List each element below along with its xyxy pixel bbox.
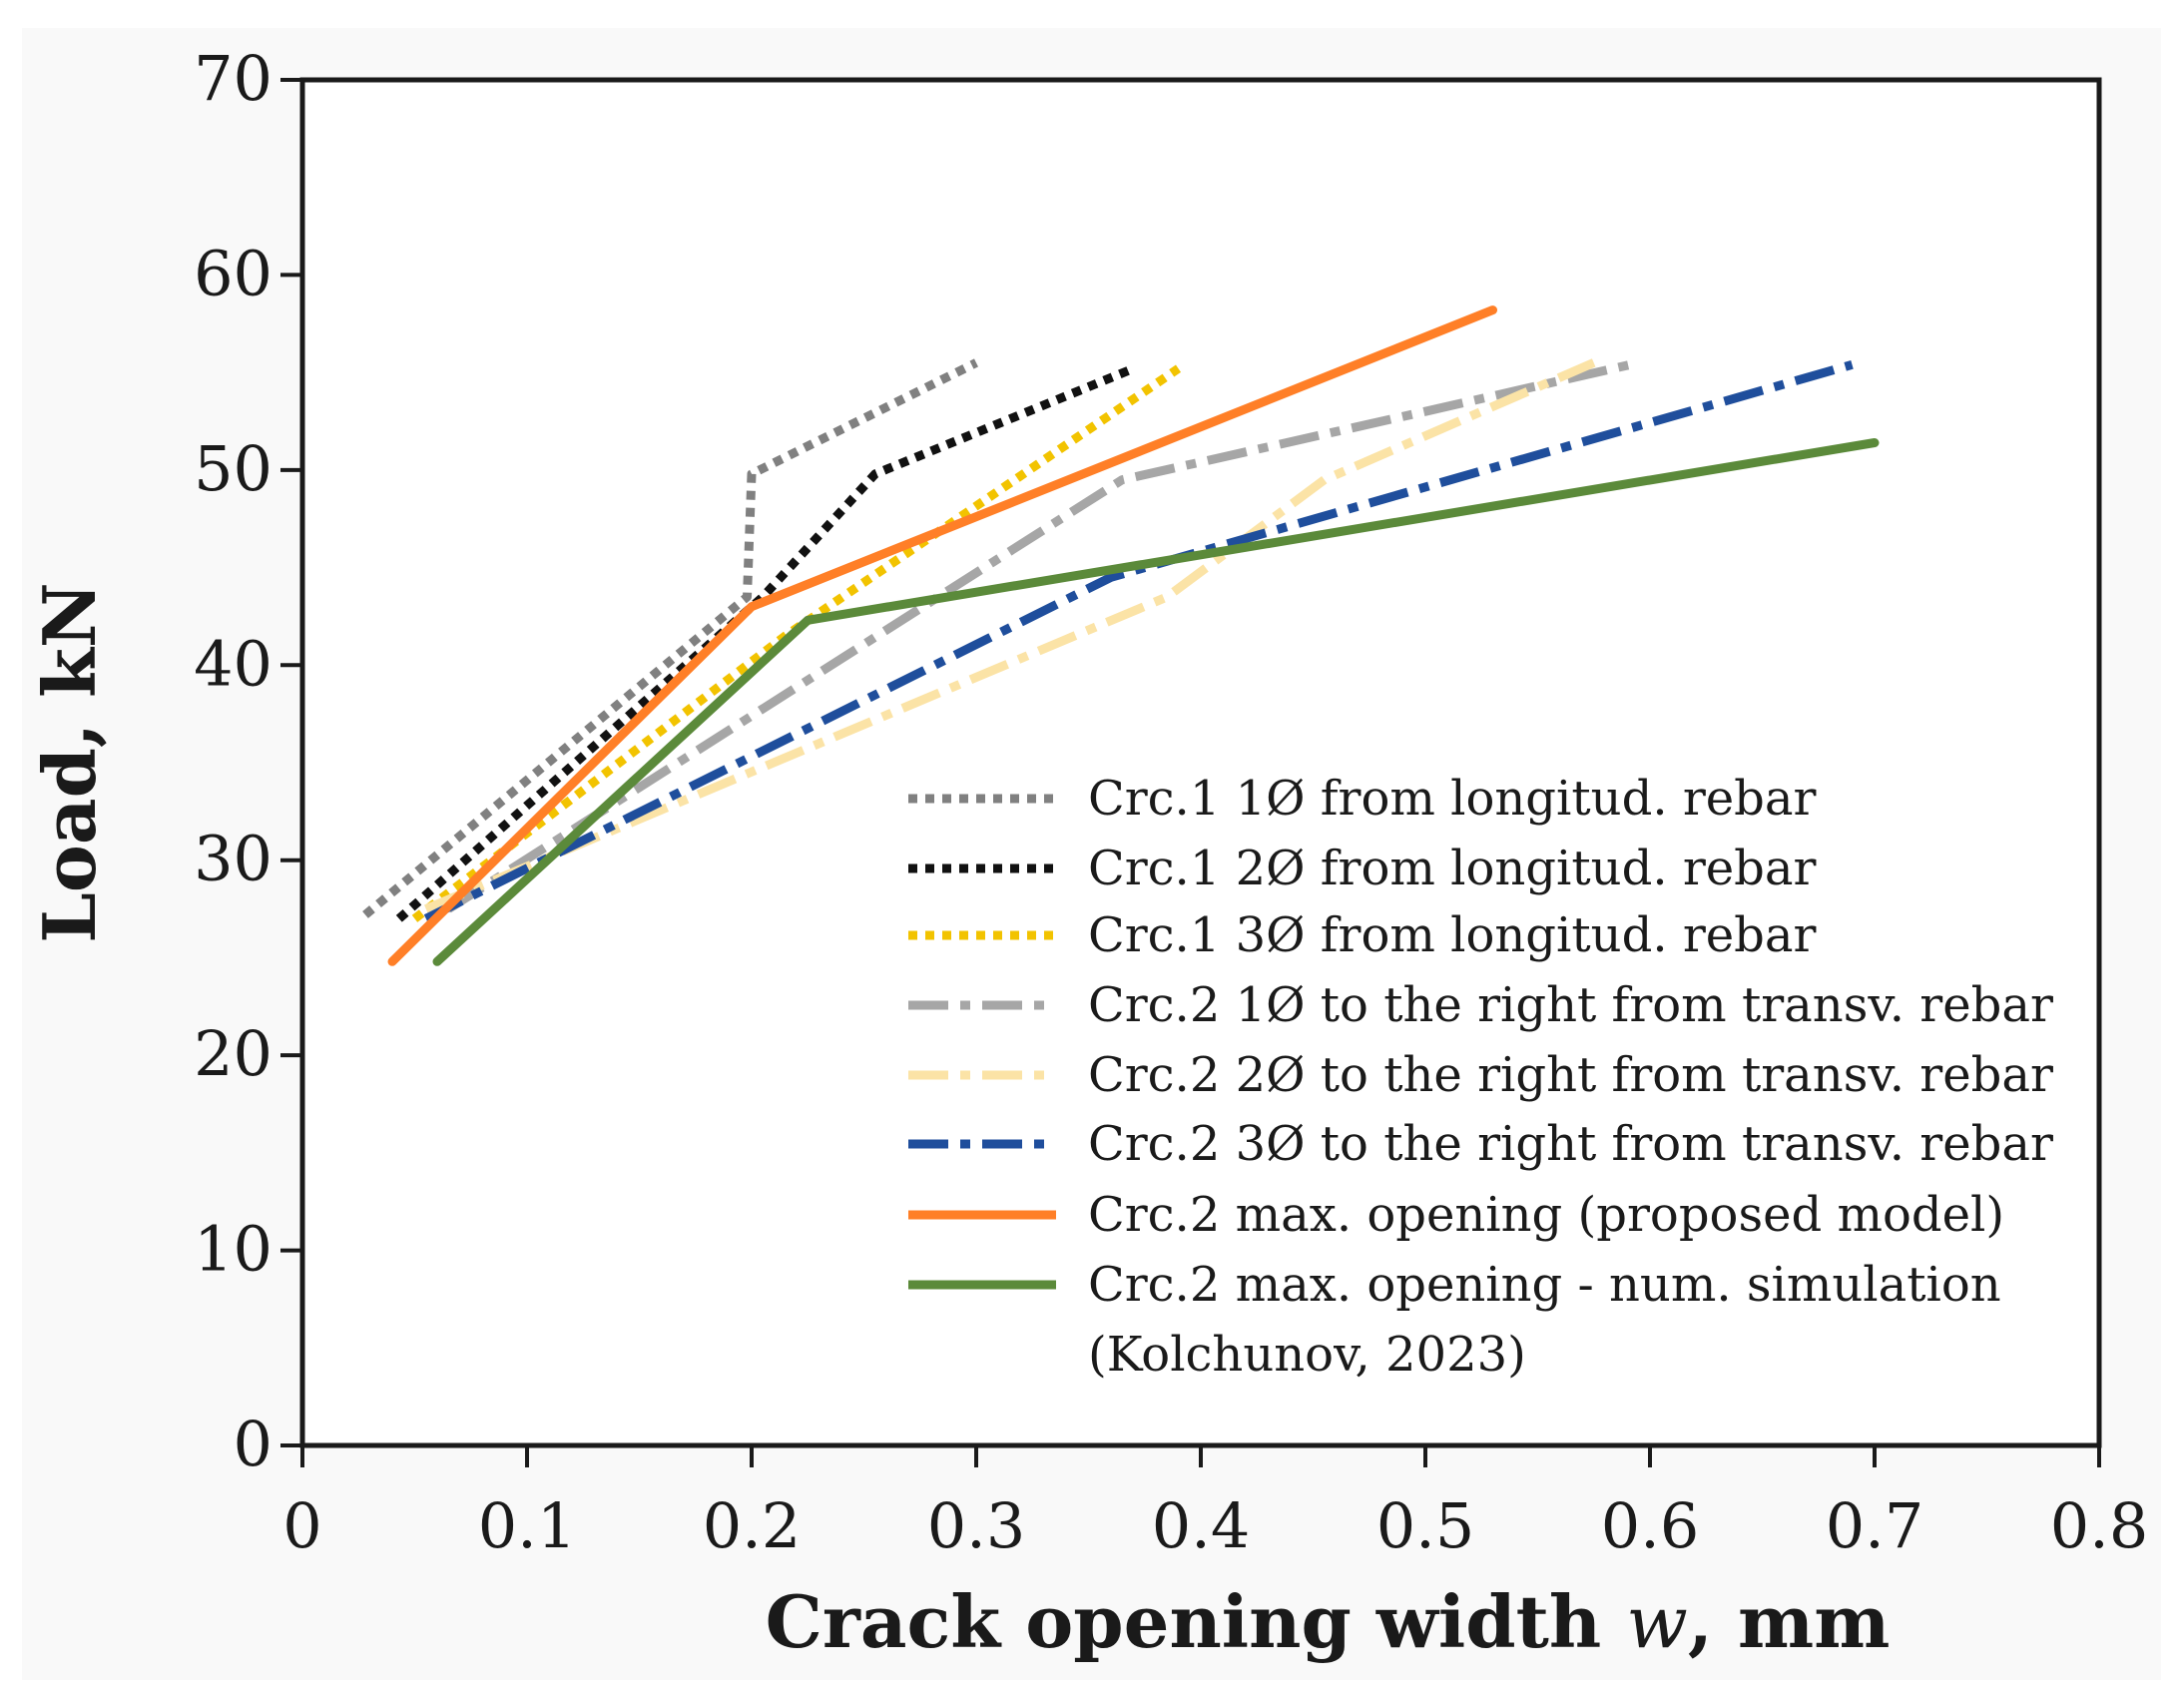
x-tick-label: 0.5: [1376, 1489, 1475, 1562]
x-tick-label: 0.2: [703, 1489, 802, 1562]
x-tick-label: 0.4: [1152, 1489, 1251, 1562]
legend-label-8: Crc.2 max. opening - num. simulation: [1088, 1257, 2001, 1313]
series-line-7: [387, 305, 1497, 966]
legend-note: (Kolchunov, 2023): [1088, 1327, 1526, 1383]
y-tick-label: 70: [194, 42, 273, 115]
legend-label-6: Crc.2 3Ø to the right from transv. rebar: [1088, 1116, 2053, 1172]
series-line-4: [445, 358, 1640, 913]
x-axis-ticks: 0 0.1 0.2 0.3 0.4 0.5 0.6 0.7 0.8: [282, 1445, 2148, 1562]
x-tick-label: 0.8: [2050, 1489, 2149, 1562]
x-tick-label: 0.6: [1601, 1489, 1700, 1562]
plot-area: [302, 80, 2099, 1445]
legend: Crc.1 1Ø from longitud. rebar Crc.1 2Ø fr…: [908, 771, 2053, 1383]
y-tick-label: 20: [194, 1017, 273, 1090]
x-axis-title: Crack opening width w, mm: [766, 1579, 1891, 1664]
x-tick-label: 0: [282, 1489, 321, 1562]
x-tick-label: 0.1: [478, 1489, 577, 1562]
legend-label-1: Crc.1 1Ø from longitud. rebar: [1088, 771, 1817, 827]
legend-label-5: Crc.2 2Ø to the right from transv. rebar: [1088, 1047, 2053, 1103]
y-axis-title: Load, kN: [27, 582, 112, 942]
y-tick-label: 0: [234, 1408, 273, 1480]
legend-label-3: Crc.1 3Ø from longitud. rebar: [1088, 907, 1817, 963]
y-tick-label: 30: [194, 823, 273, 895]
legend-label-4: Crc.2 1Ø to the right from transv. rebar: [1088, 977, 2053, 1033]
y-tick-label: 60: [194, 237, 273, 309]
y-tick-label: 50: [194, 432, 273, 505]
series-line-8: [432, 438, 1880, 966]
series-layer: [362, 305, 1880, 966]
series-line-2: [395, 364, 1136, 922]
y-axis-ticks: 0 10 20 30 40 50 60 70: [194, 42, 302, 1480]
x-tick-label: 0.7: [1826, 1489, 1924, 1562]
y-tick-label: 10: [194, 1213, 273, 1286]
x-tick-label: 0.3: [927, 1489, 1026, 1562]
y-tick-label: 40: [194, 627, 273, 700]
series-line-6: [423, 359, 1854, 923]
legend-label-7: Crc.2 max. opening (proposed model): [1088, 1187, 2004, 1243]
legend-label-2: Crc.1 2Ø from longitud. rebar: [1088, 841, 1817, 896]
